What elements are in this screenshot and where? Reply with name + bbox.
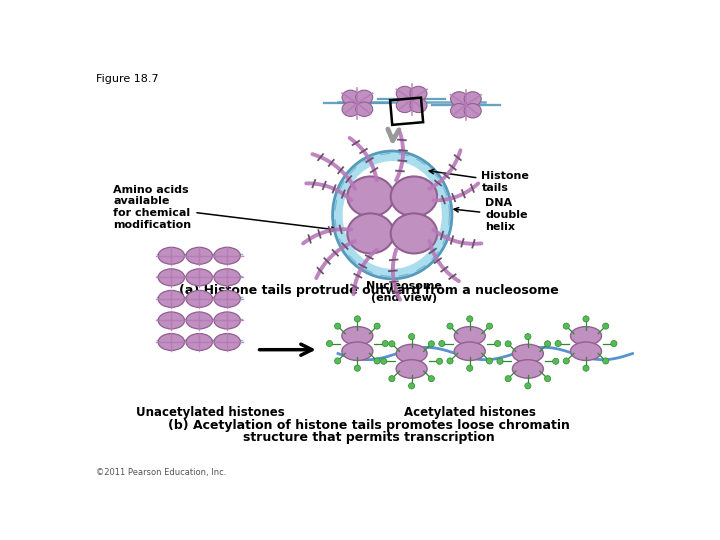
Circle shape [389,341,395,347]
Ellipse shape [356,90,373,105]
Circle shape [428,376,434,382]
Ellipse shape [451,104,467,118]
Circle shape [505,341,511,347]
Ellipse shape [186,334,212,350]
Circle shape [487,358,492,364]
Ellipse shape [186,291,212,307]
Text: ©2011 Pearson Education, Inc.: ©2011 Pearson Education, Inc. [96,468,227,477]
Circle shape [563,323,570,329]
Circle shape [335,358,341,364]
Circle shape [497,358,503,365]
Ellipse shape [186,269,212,286]
Ellipse shape [158,269,184,286]
Circle shape [381,358,387,365]
Ellipse shape [451,92,467,106]
Ellipse shape [214,334,240,350]
Ellipse shape [410,98,427,112]
Circle shape [495,340,500,347]
Ellipse shape [391,213,437,253]
Ellipse shape [347,177,394,217]
Text: Unacetylated histones: Unacetylated histones [136,406,284,419]
Circle shape [326,340,333,347]
Ellipse shape [333,151,452,279]
Circle shape [611,340,617,347]
Circle shape [555,340,561,347]
Ellipse shape [396,360,427,378]
Ellipse shape [396,98,413,112]
Ellipse shape [513,345,544,363]
Circle shape [408,334,415,340]
Circle shape [505,376,511,382]
Text: (b) Acetylation of histone tails promotes loose chromatin: (b) Acetylation of histone tails promote… [168,419,570,432]
Circle shape [563,358,570,364]
Circle shape [467,316,473,322]
Ellipse shape [214,269,240,286]
Ellipse shape [158,247,184,264]
Circle shape [408,383,415,389]
Ellipse shape [513,360,544,378]
Circle shape [354,316,361,322]
Ellipse shape [158,334,184,350]
Circle shape [436,358,443,365]
Ellipse shape [342,102,359,117]
Circle shape [382,340,388,347]
Ellipse shape [347,213,394,253]
Ellipse shape [391,177,437,217]
Ellipse shape [570,342,601,361]
Text: Figure 18.7: Figure 18.7 [96,74,159,84]
Text: Nucleosome
(end view): Nucleosome (end view) [366,281,442,303]
Circle shape [544,376,551,382]
Circle shape [428,341,434,347]
Circle shape [487,323,492,329]
Ellipse shape [342,327,373,345]
Circle shape [389,376,395,382]
Ellipse shape [214,247,240,264]
Text: Acetylated histones: Acetylated histones [404,406,536,419]
Circle shape [583,365,589,372]
Circle shape [354,365,361,372]
Ellipse shape [186,312,212,329]
Ellipse shape [454,327,485,345]
Ellipse shape [570,327,601,345]
Ellipse shape [158,312,184,329]
Circle shape [603,323,609,329]
Bar [390,98,423,125]
Circle shape [583,316,589,322]
Circle shape [525,334,531,340]
Text: Histone
tails: Histone tails [429,170,529,193]
Ellipse shape [186,247,212,264]
Circle shape [553,358,559,365]
Circle shape [374,323,380,329]
Ellipse shape [454,342,485,361]
Ellipse shape [342,342,373,361]
Circle shape [603,358,609,364]
Ellipse shape [464,104,481,118]
Ellipse shape [214,291,240,307]
Circle shape [335,323,341,329]
Circle shape [447,358,453,364]
Circle shape [544,341,551,347]
Ellipse shape [410,86,427,101]
Ellipse shape [342,90,359,105]
Ellipse shape [356,102,373,117]
Ellipse shape [464,92,481,106]
Circle shape [525,383,531,389]
Text: structure that permits transcription: structure that permits transcription [243,430,495,443]
Ellipse shape [214,312,240,329]
Ellipse shape [158,291,184,307]
Text: (a) Histone tails protrude outward from a nucleosome: (a) Histone tails protrude outward from … [179,284,559,297]
Text: Amino acids
available
for chemical
modification: Amino acids available for chemical modif… [113,185,336,232]
Circle shape [447,323,453,329]
Ellipse shape [396,345,427,363]
Circle shape [374,358,380,364]
Circle shape [438,340,445,347]
Circle shape [467,365,473,372]
Text: DNA
double
helix: DNA double helix [454,198,528,232]
Ellipse shape [396,86,413,101]
Ellipse shape [343,161,442,269]
